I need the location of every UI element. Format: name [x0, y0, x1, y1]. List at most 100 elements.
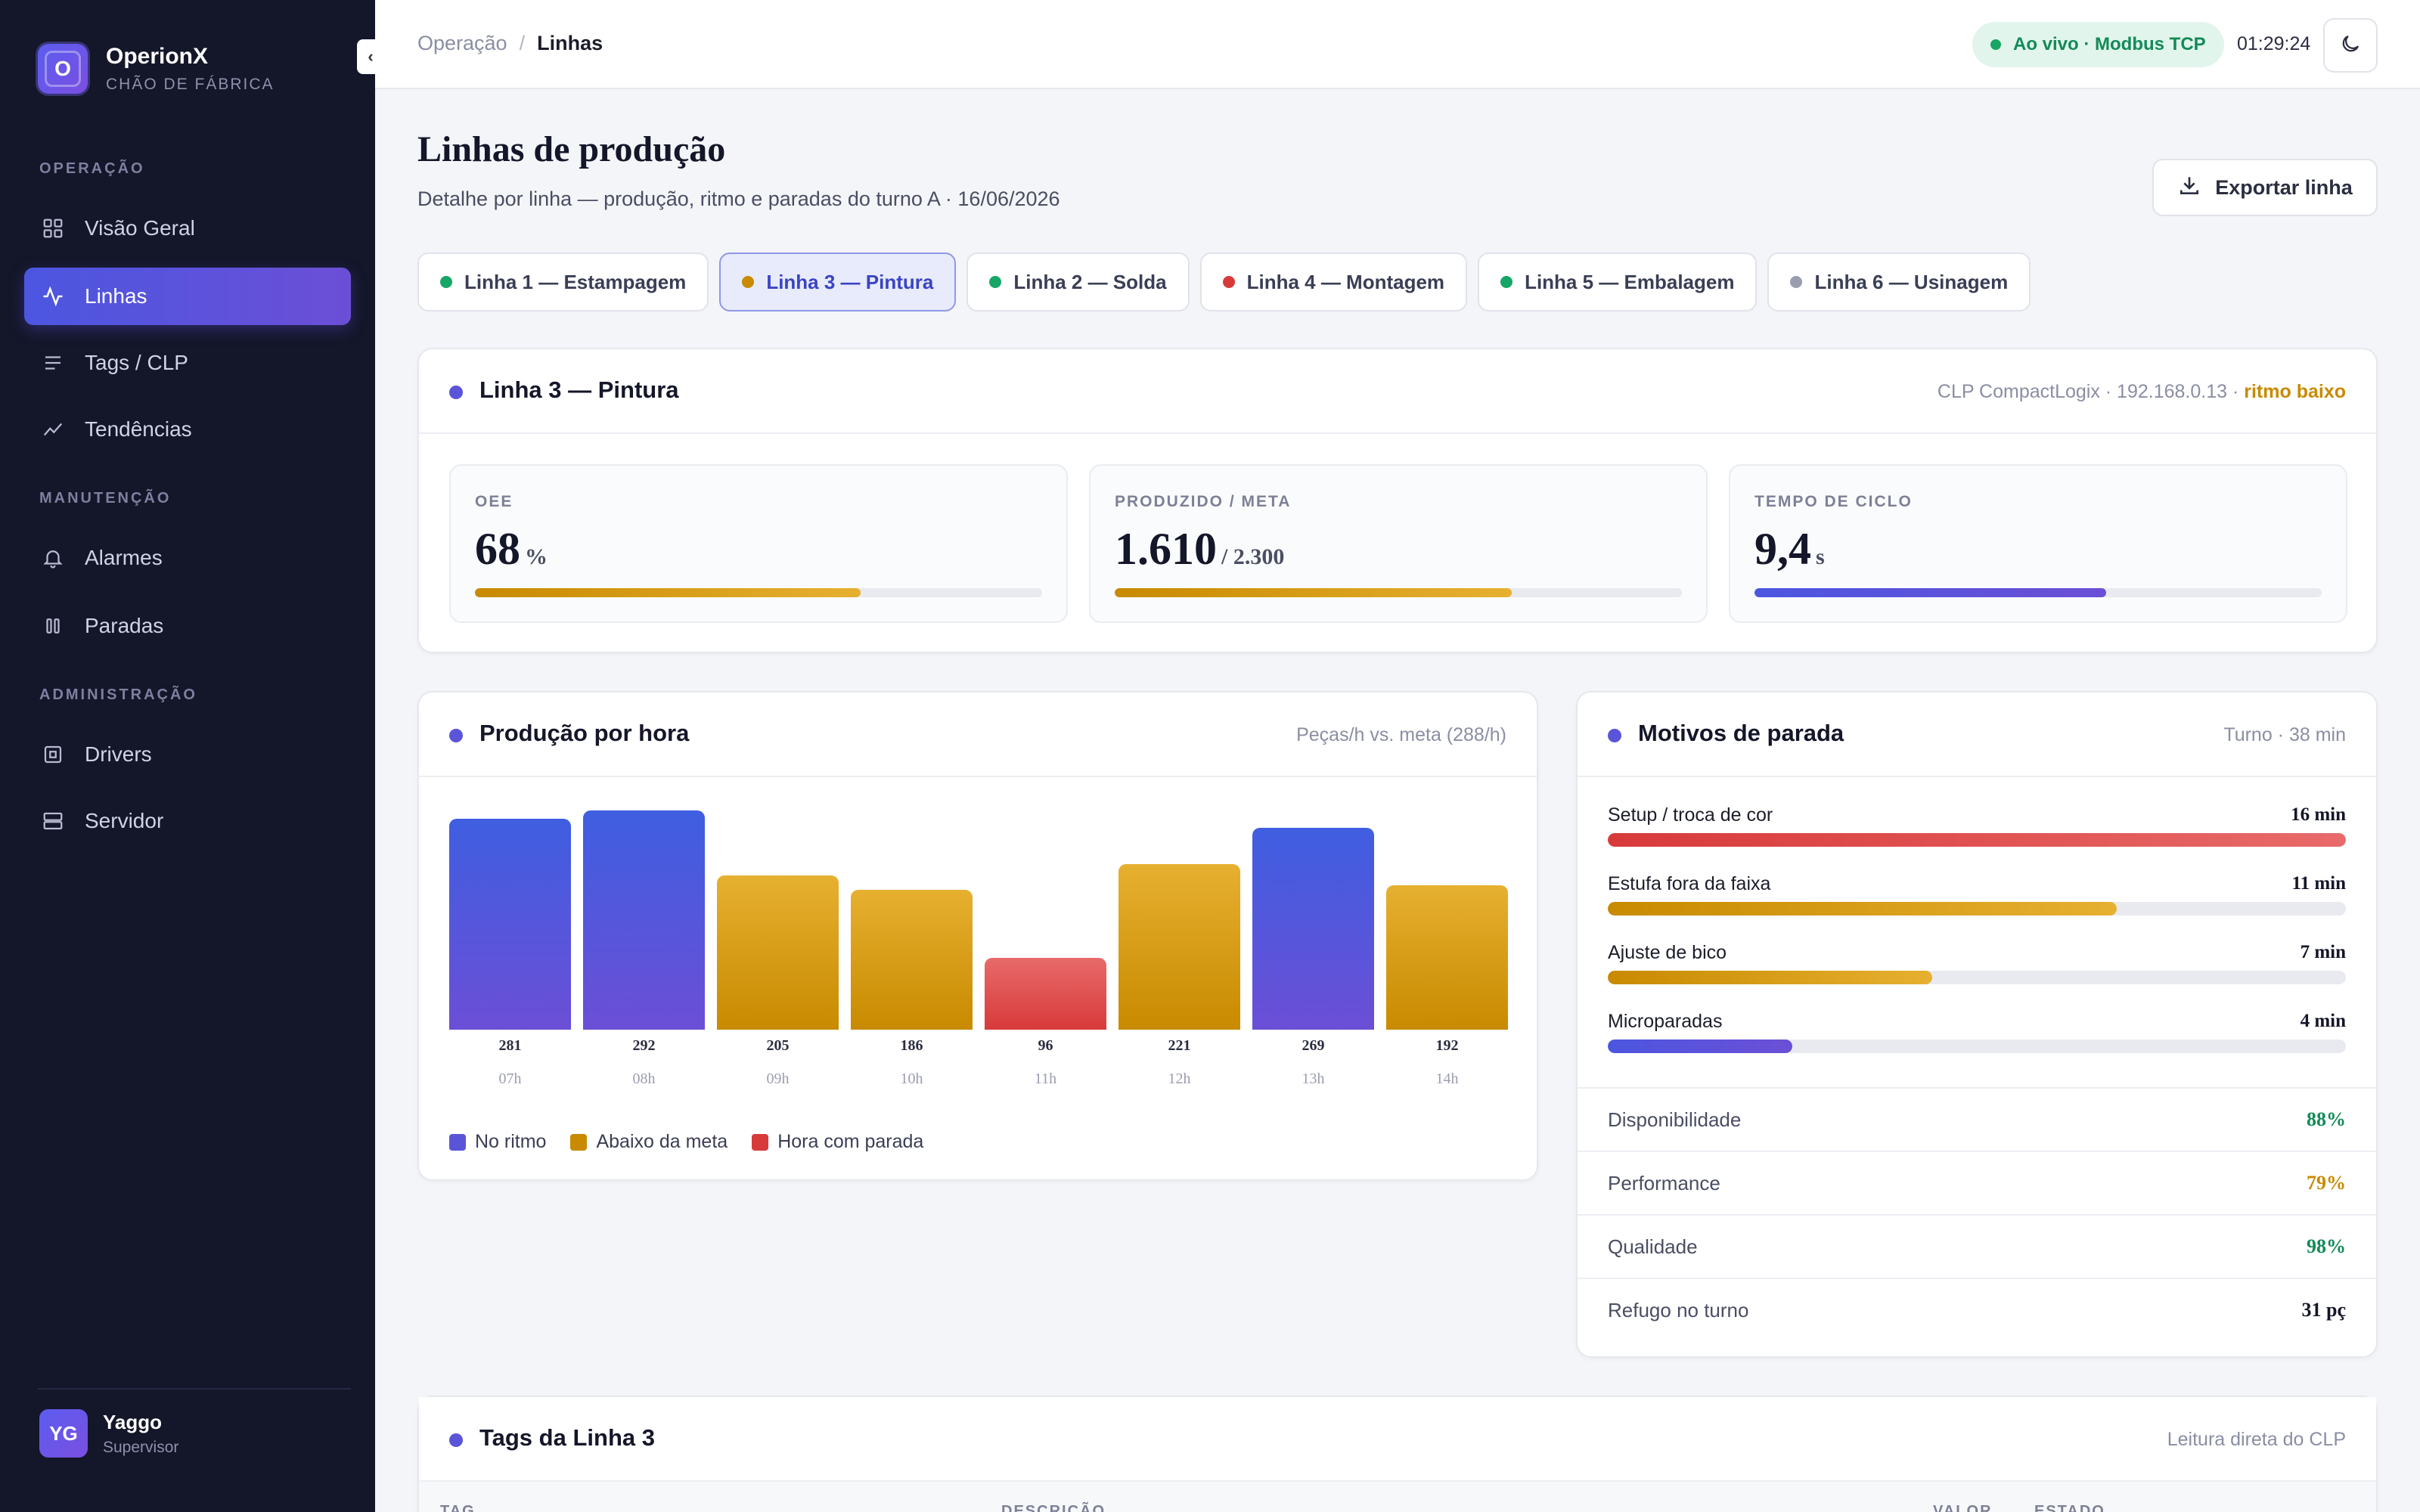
legend-item: Hora com parada: [752, 1131, 923, 1153]
line-tab[interactable]: Linha 3 — Pintura: [719, 253, 957, 311]
sidebar-item-alarmes[interactable]: Alarmes: [24, 529, 351, 587]
bar-hour-label: 10h: [900, 1070, 923, 1087]
sidebar-item-tags-clp[interactable]: Tags / CLP: [24, 334, 351, 392]
kpi-unit: %: [525, 544, 548, 569]
chart-bar[interactable]: [851, 890, 973, 1030]
grid-icon: [41, 216, 65, 240]
sidebar-item-visao-geral[interactable]: Visão Geral: [24, 200, 351, 257]
kpi-unit: s: [1816, 544, 1825, 569]
kpi-label: PRODUZIDO / META: [1115, 493, 1292, 510]
line-card-meta: CLP CompactLogix · 192.168.0.13 · ritmo …: [1938, 381, 2346, 403]
chart-bar[interactable]: [583, 810, 705, 1030]
sidebar-item-tendencias[interactable]: Tendências: [24, 401, 351, 458]
stop-reason-fill: [1608, 971, 1933, 984]
line-tab[interactable]: Linha 1 — Estampagem: [417, 253, 709, 311]
bar-value-label: 221: [1168, 1037, 1191, 1054]
brand-name: OperionX: [106, 44, 209, 69]
sidebar-item-label: Tags / CLP: [85, 351, 188, 374]
chart-bar[interactable]: [449, 818, 571, 1030]
bar-hour-label: 12h: [1168, 1070, 1191, 1087]
breadcrumb-item-linhas: Linhas: [537, 32, 603, 54]
status-dot-icon: [1608, 729, 1621, 742]
sidebar-item-drivers[interactable]: Drivers: [24, 726, 351, 783]
stop-reason-fill: [1608, 902, 2118, 916]
stop-reason-bar: [1608, 971, 2346, 984]
legend-label: Abaixo da meta: [596, 1131, 728, 1152]
kpi-progress-bar: [1115, 588, 1682, 597]
live-dot-icon: [1990, 39, 2001, 50]
kpi-tempo-ciclo: TEMPO DE CICLO 9,4 s: [1729, 464, 2347, 623]
column-header-descricao[interactable]: DESCRIÇÃO: [1001, 1503, 1106, 1512]
kpi-value: 9,4: [1754, 524, 1811, 574]
avatar: YG: [39, 1409, 88, 1458]
stop-reason-bar: [1608, 902, 2346, 916]
line-tab[interactable]: Linha 2 — Solda: [966, 253, 1190, 311]
line-tab-label: Linha 4 — Montagem: [1246, 270, 1445, 293]
production-per-hour-card: Produção por hora Peças/h vs. meta (288/…: [417, 691, 1538, 1181]
stop-reason-row: Setup / troca de cor 16 min: [1608, 804, 2346, 850]
line-tab-label: Linha 1 — Estampagem: [464, 270, 687, 293]
sidebar-item-paradas[interactable]: Paradas: [24, 597, 351, 655]
stop-reason-label: Ajuste de bico: [1608, 942, 1727, 963]
stop-reason-row: Microparadas 4 min: [1608, 1011, 2346, 1056]
sidebar-item-label: Alarmes: [85, 546, 163, 569]
legend-swatch: [570, 1133, 588, 1151]
line-status-dot-icon: [1500, 276, 1513, 288]
sidebar-item-linhas[interactable]: Linhas: [24, 268, 351, 325]
breadcrumb: Operação / Linhas: [417, 32, 603, 55]
column-header-tag[interactable]: TAG: [440, 1503, 476, 1512]
page-subtitle: Detalhe por linha — produção, ritmo e pa…: [417, 187, 1060, 210]
stop-reason-label: Microparadas: [1608, 1011, 1723, 1032]
moon-icon: [2339, 33, 2362, 59]
metric-label: Refugo no turno: [1608, 1299, 1749, 1321]
theme-toggle-button[interactable]: [2323, 18, 2378, 73]
stops-card-title: Motivos de parada: [1638, 720, 1844, 746]
status-dot-icon: [449, 386, 463, 399]
sidebar-item-label: Paradas: [85, 614, 164, 637]
bar-value-label: 96: [1038, 1037, 1053, 1054]
line-status-dot-icon: [440, 276, 452, 288]
chart-bar[interactable]: [985, 957, 1106, 1030]
line-tab[interactable]: Linha 6 — Usinagem: [1767, 253, 2031, 311]
chart-bar[interactable]: [717, 875, 839, 1030]
activity-icon: [41, 284, 65, 308]
user-profile[interactable]: YG Yaggo Supervisor: [39, 1409, 178, 1458]
production-card-meta: Peças/h vs. meta (288/h): [1296, 724, 1506, 745]
tags-card-meta: Leitura direta do CLP: [2167, 1429, 2346, 1450]
kpi-progress-fill: [1115, 588, 1512, 597]
brand-logo-initial: O: [45, 51, 81, 87]
metric-value: 31 pç: [2301, 1299, 2347, 1321]
stop-reason-fill: [1608, 1040, 1792, 1053]
legend-item: Abaixo da meta: [570, 1131, 728, 1153]
chart-bar[interactable]: [1252, 827, 1374, 1030]
kpi-value: 68: [475, 524, 520, 574]
sidebar-item-label: Visão Geral: [85, 216, 195, 240]
column-header-estado[interactable]: ESTADO: [2034, 1503, 2105, 1512]
line-tab[interactable]: Linha 5 — Embalagem: [1478, 253, 1758, 311]
nav-section-manutencao: MANUTENÇÃO: [39, 490, 172, 507]
breadcrumb-item-operacao[interactable]: Operação: [417, 32, 507, 54]
sidebar: O OperionX CHÃO DE FÁBRICA ‹ OPERAÇÃO Vi…: [0, 0, 384, 1512]
kpi-value: 1.610: [1115, 524, 1217, 574]
chart-bar[interactable]: [1386, 885, 1508, 1030]
line-tabs: Linha 1 — Estampagem Linha 3 — Pintura Lin…: [417, 253, 2041, 311]
column-header-valor[interactable]: VALOR: [1933, 1503, 1993, 1512]
stops-card-meta: Turno · 38 min: [2223, 724, 2346, 745]
stop-reason-row: Ajuste de bico 7 min: [1608, 942, 2346, 987]
sidebar-item-label: Drivers: [85, 742, 152, 766]
chip-icon: [41, 742, 65, 767]
stop-reason-bar: [1608, 833, 2346, 847]
stop-reasons-card: Motivos de parada Turno · 38 min Setup /…: [1576, 691, 2378, 1358]
metric-row: Disponibilidade 88%: [1578, 1087, 2376, 1151]
bar-value-label: 292: [632, 1037, 656, 1054]
stop-reason-label: Setup / troca de cor: [1608, 804, 1773, 826]
line-tab[interactable]: Linha 4 — Montagem: [1199, 253, 1468, 311]
chart-bar[interactable]: [1118, 863, 1240, 1030]
line-status-dot-icon: [1790, 276, 1803, 288]
kpi-oee: OEE 68%: [449, 464, 1068, 623]
sidebar-item-label: Linhas: [85, 284, 147, 308]
nav-section-administracao: ADMINISTRAÇÃO: [39, 686, 197, 703]
brand[interactable]: O OperionX CHÃO DE FÁBRICA: [38, 44, 275, 94]
sidebar-item-servidor[interactable]: Servidor: [24, 792, 351, 850]
export-line-button[interactable]: Exportar linha: [2152, 159, 2378, 216]
